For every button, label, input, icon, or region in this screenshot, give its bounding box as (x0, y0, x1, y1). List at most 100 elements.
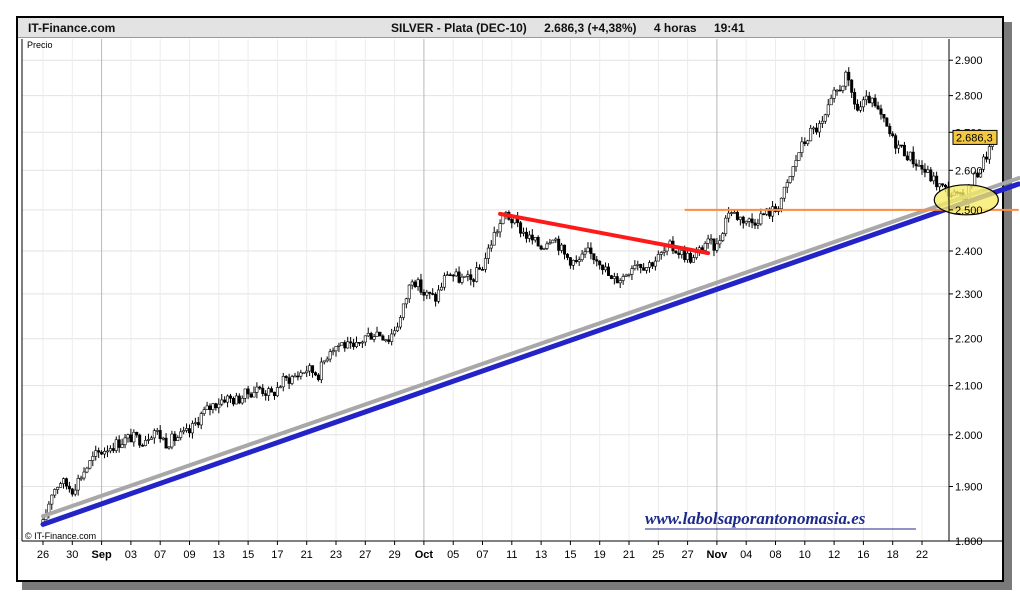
candle-body (545, 243, 549, 249)
candle-body (709, 238, 713, 241)
candle-body (62, 478, 66, 484)
candle-body (161, 437, 165, 440)
candle-body (390, 333, 394, 342)
candle-body (173, 433, 177, 441)
candle-body (328, 351, 332, 360)
x-tick-label: 23 (330, 549, 342, 561)
trendlines-layer (40, 176, 1020, 527)
candle-body (284, 376, 288, 379)
candle-body (404, 298, 408, 305)
candle-body (683, 250, 687, 261)
candle-body (885, 117, 889, 127)
candle-body (393, 330, 397, 335)
candle-body (483, 258, 487, 270)
x-tick-label: Nov (707, 549, 729, 561)
candle-body (929, 169, 933, 182)
candle-body (639, 264, 643, 269)
candle-body (103, 450, 107, 455)
candle-body (97, 450, 101, 453)
candle-body (694, 252, 698, 258)
candle-body (340, 342, 344, 346)
candle-body (319, 361, 323, 381)
candle-body (645, 267, 649, 271)
candle-body (176, 437, 180, 441)
candle-body (199, 413, 203, 426)
last-price-tag (952, 129, 998, 145)
candle-body (756, 223, 760, 226)
x-tick-label: 13 (535, 549, 547, 561)
candle-body (56, 487, 60, 490)
candle-body (601, 264, 605, 271)
candle-body (779, 197, 783, 209)
candle-body (70, 488, 74, 495)
x-tick-label: 08 (769, 549, 781, 561)
candle-body (401, 303, 405, 318)
candle-body (132, 431, 136, 443)
candle-body (53, 489, 57, 496)
candle-body (844, 71, 848, 87)
candle-body (457, 271, 461, 283)
candle-body (372, 336, 376, 340)
candle-body (565, 253, 569, 258)
candle-body (138, 434, 142, 446)
candle-body (220, 399, 224, 405)
candle-body (495, 231, 499, 234)
candle-body (105, 450, 109, 453)
candle-body (800, 141, 804, 153)
candle-body (439, 286, 443, 291)
candle-body (258, 386, 262, 389)
x-tick-label: Sep (92, 549, 112, 561)
candle-body (196, 422, 200, 426)
instrument-info: SILVER - Plata (DEC-10) 2.686,3 (+4,38%)… (391, 21, 759, 35)
candle-body (583, 251, 587, 255)
candle-body (152, 430, 156, 439)
candle-body (305, 370, 309, 374)
candle-body (650, 262, 654, 267)
candle-body (272, 391, 276, 397)
candle-body (182, 430, 186, 433)
candle-body (861, 99, 865, 108)
support-zone-ellipse (933, 184, 999, 216)
candle-body (888, 125, 892, 135)
candle-body (899, 144, 903, 147)
candle-body (337, 344, 341, 347)
candle-body (803, 141, 807, 144)
candle-body (923, 168, 927, 173)
candle-body (416, 279, 420, 288)
candle-body (208, 405, 212, 410)
candle-body (126, 434, 130, 439)
candle-body (59, 483, 63, 488)
candle-body (741, 216, 745, 224)
candle-body (149, 437, 153, 440)
resistance-red-trendline (498, 211, 711, 256)
candle-body (293, 375, 297, 378)
y-tick-label: 2.200 (955, 334, 983, 346)
time-label: 19:41 (713, 21, 745, 35)
y-tick-label: 2.800 (955, 91, 983, 103)
candle-body (680, 250, 684, 255)
candle-body (486, 247, 490, 259)
candle-body (753, 222, 757, 226)
candle-body (536, 237, 540, 247)
candle-body (832, 89, 836, 99)
x-tick-label: 21 (623, 549, 635, 561)
candle-body (659, 252, 663, 255)
candle-body (281, 376, 285, 388)
x-tick-label: 26 (37, 549, 49, 561)
candle-body (434, 293, 438, 302)
candle-body (67, 485, 71, 490)
candle-body (662, 250, 666, 253)
candle-body (100, 451, 104, 455)
candle-body (366, 333, 370, 337)
candle-body (917, 165, 921, 167)
candle-body (847, 71, 851, 81)
candle-body (141, 444, 145, 447)
candle-body (621, 276, 625, 281)
candle-body (730, 212, 734, 214)
candle-body (410, 281, 414, 286)
x-tick-label: 04 (740, 549, 752, 561)
candle-body (853, 92, 857, 105)
candle-body (976, 172, 980, 178)
candle-body (533, 237, 537, 241)
x-tick-label: 13 (213, 549, 225, 561)
